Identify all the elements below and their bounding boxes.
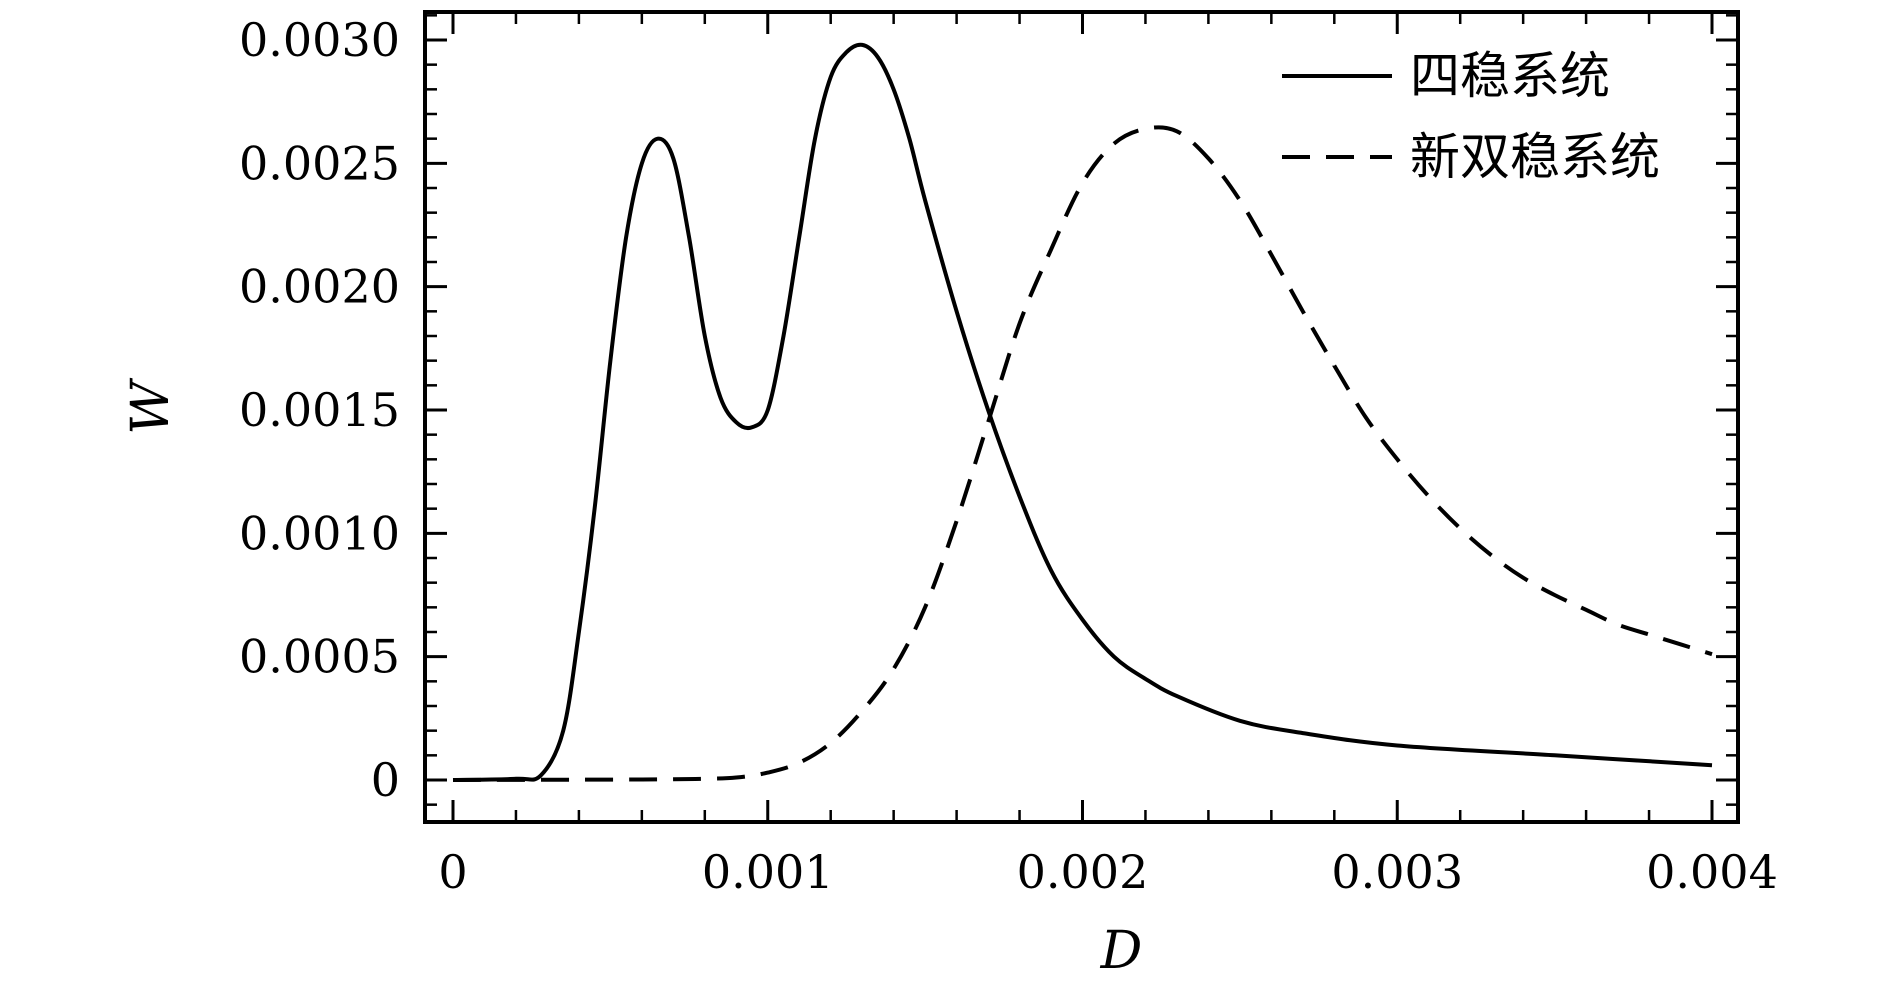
series-layer: [452, 42, 1713, 782]
legend-label-four-stable: 四稳系统: [1410, 47, 1610, 105]
y-tick-label: 0.0025: [239, 136, 400, 190]
y-tick-label: 0: [371, 753, 400, 807]
plot-frame: [423, 10, 1740, 824]
series-new-bistable-line: [452, 125, 1713, 782]
y-tick-label: 0.0005: [239, 630, 400, 684]
y-tick-label: 0.0020: [239, 260, 400, 314]
tick-labels: 0 0.001 0.002 0.003 0.004 0 0.0005 0.0010 0.0015…: [239, 13, 1778, 899]
x-tick-label: 0.001: [702, 845, 834, 899]
x-axis-title: D: [1100, 921, 1143, 981]
y-tick-label: 0.0030: [239, 13, 400, 67]
series-four-stable-line: [452, 42, 1713, 782]
y-tick-label: 0.0010: [239, 506, 400, 560]
legend-label-new-bistable: 新双稳系统: [1410, 128, 1660, 186]
x-tick-label: 0.004: [1646, 845, 1778, 899]
x-tick-label: 0.003: [1331, 845, 1463, 899]
y-tick-label: 0.0015: [239, 383, 400, 437]
y-axis-title: W: [121, 378, 181, 435]
x-tick-label: 0.002: [1017, 845, 1149, 899]
major-ticks: [425, 12, 1738, 822]
x-tick-label: 0: [438, 845, 467, 899]
legend: 四稳系统 新双稳系统: [1282, 47, 1660, 186]
